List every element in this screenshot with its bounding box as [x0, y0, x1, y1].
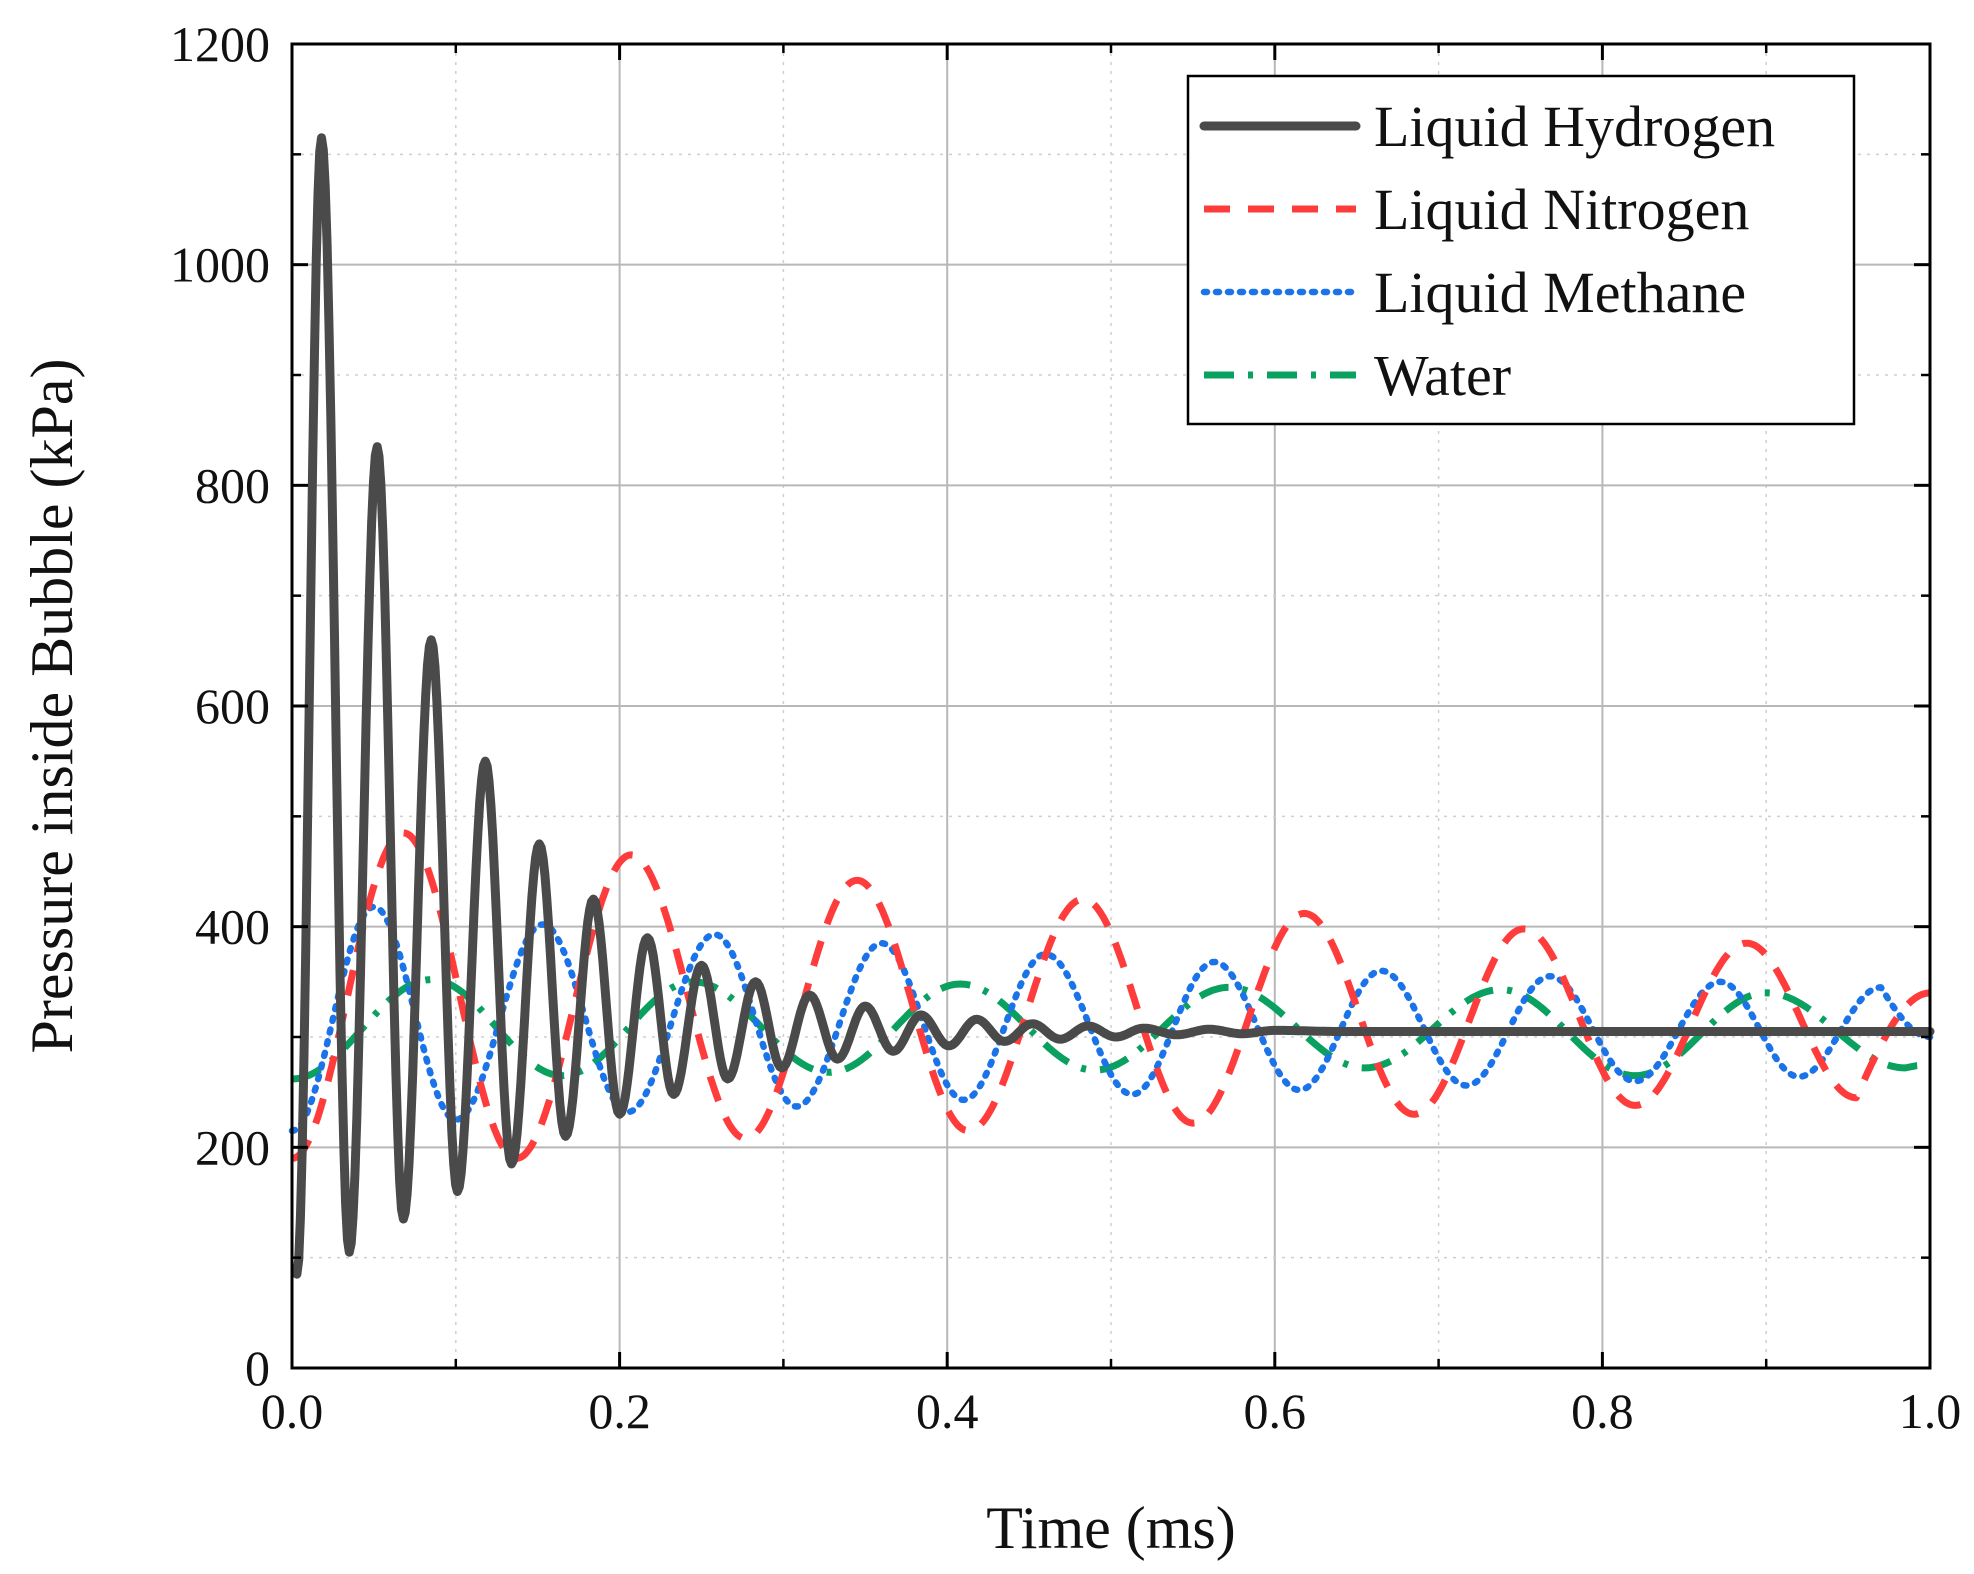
ticks — [290, 42, 1932, 1370]
y-tick-label: 1200 — [170, 16, 270, 72]
series-line-liquid-methane — [288, 903, 1934, 1135]
legend: Liquid Hydrogen Liquid Nitrogen Liquid Met… — [1186, 74, 1856, 426]
y-tick-label: 1000 — [170, 237, 270, 293]
x-tick-label: 0.8 — [1571, 1383, 1634, 1439]
y-tick-label: 0 — [245, 1340, 270, 1396]
y-tick-label: 800 — [195, 457, 270, 513]
tick-labels: 0.0 0.2 0.4 0.6 0.8 1.0 0 200 400 600 800 1000 1200 — [170, 16, 1961, 1439]
y-axis-title: Pressure inside Bubble (kPa) — [19, 359, 85, 1054]
legend-label: Water — [1374, 343, 1511, 408]
x-tick-label: 0.4 — [916, 1383, 979, 1439]
y-tick-label: 200 — [195, 1119, 270, 1175]
series-line-liquid-hydrogen — [292, 133, 1935, 1279]
series-line-water — [290, 976, 1933, 1083]
legend-label: Liquid Methane — [1374, 260, 1746, 325]
y-tick-label: 400 — [195, 899, 270, 955]
x-tick-label: 0.2 — [588, 1383, 651, 1439]
x-tick-label: 1.0 — [1899, 1383, 1962, 1439]
x-tick-label: 0.6 — [1244, 1383, 1307, 1439]
legend-label: Liquid Nitrogen — [1374, 177, 1749, 242]
x-axis-title: Time (ms) — [986, 1495, 1236, 1561]
y-tick-label: 600 — [195, 678, 270, 734]
x-tick-label: 0.0 — [261, 1383, 324, 1439]
series-group — [288, 133, 1935, 1279]
legend-label: Liquid Hydrogen — [1374, 94, 1775, 159]
legend-box — [1186, 74, 1856, 426]
legend-items: Liquid Hydrogen Liquid Nitrogen Liquid Met… — [1199, 94, 1775, 408]
